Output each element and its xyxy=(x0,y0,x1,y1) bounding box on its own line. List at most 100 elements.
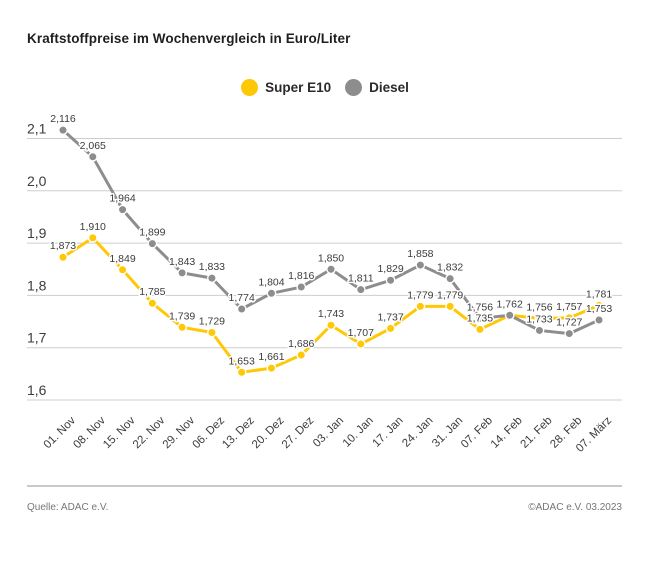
data-point-super-e10 xyxy=(326,320,336,331)
value-label-super-e10: 1,757 xyxy=(556,301,582,313)
y-tick-label: 2,1 xyxy=(27,121,47,137)
value-label-super-e10: 1,729 xyxy=(199,316,225,328)
data-point-diesel xyxy=(58,125,68,136)
value-label-diesel: 1,774 xyxy=(229,292,255,304)
data-point-diesel xyxy=(415,260,426,270)
data-point-diesel xyxy=(296,282,307,292)
data-point-diesel xyxy=(534,325,545,336)
x-tick-label: 29. Nov xyxy=(161,414,198,451)
x-tick-label: 14. Feb xyxy=(489,415,525,451)
data-point-diesel xyxy=(236,304,247,314)
data-point-super-e10 xyxy=(415,301,426,312)
value-label-diesel: 1,733 xyxy=(526,313,552,325)
value-label-diesel: 2,116 xyxy=(50,113,76,125)
data-point-super-e10 xyxy=(355,339,366,349)
value-label-super-e10: 1,707 xyxy=(348,327,374,339)
data-point-diesel xyxy=(87,151,98,162)
data-point-super-e10 xyxy=(236,367,247,378)
value-label-diesel: 1,756 xyxy=(467,301,493,313)
x-tick-label: 27. Dez xyxy=(280,414,317,451)
x-tick-label: 20. Dez xyxy=(250,414,287,451)
data-point-diesel xyxy=(147,238,158,249)
x-tick-label: 24. Jan xyxy=(400,415,435,450)
value-label-diesel: 1,843 xyxy=(169,256,195,268)
value-label-diesel: 1,832 xyxy=(437,262,463,274)
data-point-diesel xyxy=(475,313,485,324)
value-label-super-e10: 1,779 xyxy=(437,289,463,301)
x-tick-label: 15. Nov xyxy=(101,414,138,451)
data-point-super-e10 xyxy=(385,323,396,334)
value-label-super-e10: 1,743 xyxy=(318,308,344,320)
y-tick-label: 1,6 xyxy=(27,382,47,398)
data-point-super-e10 xyxy=(147,298,158,309)
y-tick-label: 1,9 xyxy=(27,225,47,241)
value-label-diesel: 1,833 xyxy=(199,261,225,273)
x-tick-label: 10. Jan xyxy=(341,415,376,450)
chart-title: Kraftstoffpreise im Wochenvergleich in E… xyxy=(27,31,351,46)
footer-divider xyxy=(27,485,622,487)
value-label-diesel: 1,753 xyxy=(586,303,612,315)
value-label-diesel: 1,816 xyxy=(288,270,314,282)
value-label-diesel: 1,899 xyxy=(139,227,165,239)
legend-super-e10-label: Super E10 xyxy=(265,79,332,95)
data-point-diesel xyxy=(117,204,128,215)
data-point-diesel xyxy=(266,288,277,299)
data-point-diesel xyxy=(564,328,575,339)
data-point-super-e10 xyxy=(206,327,217,338)
value-label-diesel: 1,727 xyxy=(556,317,582,329)
data-point-super-e10 xyxy=(177,322,188,333)
value-label-diesel: 1,964 xyxy=(109,193,135,205)
value-label-super-e10: 1,661 xyxy=(258,351,284,363)
copyright-note: ©ADAC e.V. 03.2023 xyxy=(528,502,622,513)
data-point-super-e10 xyxy=(296,350,307,360)
x-tick-label: 17. Jan xyxy=(371,415,406,450)
legend-diesel-label: Diesel xyxy=(369,79,409,95)
x-tick-label: 13. Dez xyxy=(220,414,257,451)
value-label-super-e10: 1,686 xyxy=(288,338,314,350)
data-point-diesel xyxy=(594,315,604,325)
value-label-super-e10: 1,779 xyxy=(407,289,433,301)
data-point-diesel xyxy=(206,273,217,284)
x-tick-label: 03. Jan xyxy=(311,415,346,450)
data-point-super-e10 xyxy=(445,301,456,312)
data-point-diesel xyxy=(385,275,396,286)
value-label-diesel: 1,804 xyxy=(258,276,284,288)
x-tick-label: 07. Feb xyxy=(459,415,495,451)
data-point-super-e10 xyxy=(594,300,604,311)
value-label-super-e10: 1,910 xyxy=(80,221,106,233)
x-tick-label: 22. Nov xyxy=(131,414,168,451)
value-label-super-e10: 1,653 xyxy=(229,355,255,367)
y-tick-label: 1,7 xyxy=(27,330,47,346)
data-point-super-e10 xyxy=(58,252,68,263)
value-label-diesel: 1,858 xyxy=(407,248,433,260)
value-label-super-e10: 1,735 xyxy=(467,312,493,324)
x-tick-label: 01. Nov xyxy=(42,414,79,451)
value-label-diesel: 2,065 xyxy=(80,140,106,152)
value-label-diesel: 1,811 xyxy=(348,273,374,285)
y-tick-label: 1,8 xyxy=(27,277,47,293)
value-label-diesel: 1,762 xyxy=(497,298,523,310)
value-label-super-e10: 1,756 xyxy=(526,301,552,313)
x-tick-label: 21. Feb xyxy=(519,415,555,451)
value-label-super-e10: 1,785 xyxy=(139,286,165,298)
x-tick-label: 08. Nov xyxy=(71,414,108,451)
value-label-super-e10: 1,781 xyxy=(586,288,612,300)
data-point-diesel xyxy=(355,284,366,295)
data-point-super-e10 xyxy=(564,312,575,323)
value-label-diesel: 1,829 xyxy=(377,263,403,275)
data-point-diesel xyxy=(326,264,336,275)
legend-super-e10-swatch xyxy=(241,78,259,96)
value-label-super-e10: 1,737 xyxy=(377,311,403,323)
legend-diesel-swatch xyxy=(345,78,363,96)
data-point-diesel xyxy=(504,310,515,321)
value-label-super-e10: 1,873 xyxy=(50,240,76,252)
data-point-super-e10 xyxy=(266,363,277,373)
value-label-super-e10: 1,849 xyxy=(109,253,135,265)
x-tick-label: 06. Dez xyxy=(191,414,228,451)
data-point-super-e10 xyxy=(117,264,128,275)
source-note: Quelle: ADAC e.V. xyxy=(27,502,109,513)
legend: Super E10 Diesel xyxy=(0,78,650,96)
data-point-diesel xyxy=(177,268,188,278)
